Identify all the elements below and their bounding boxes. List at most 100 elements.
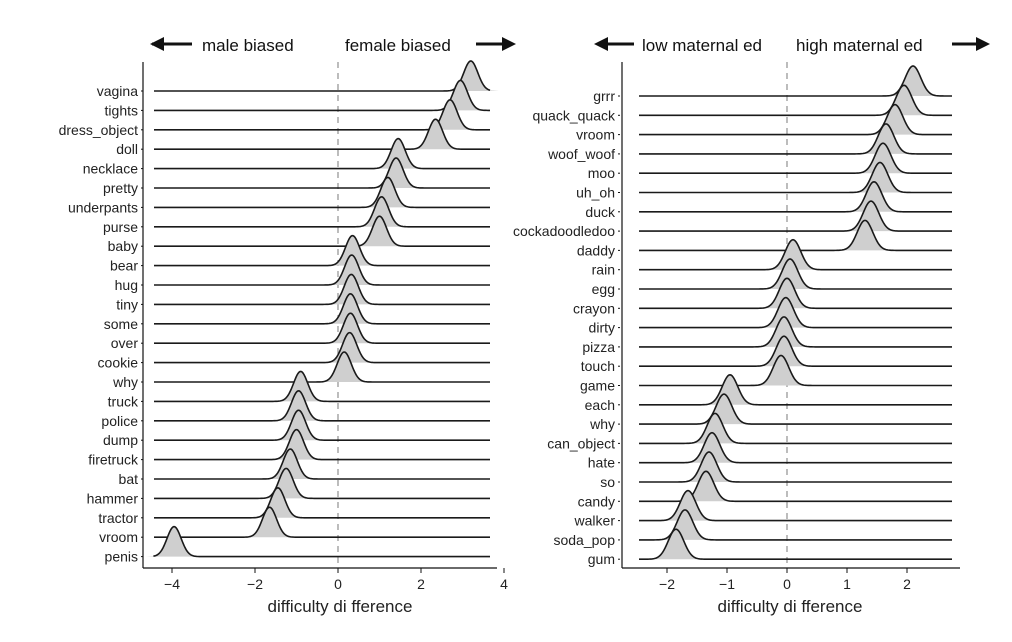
density-fill	[677, 452, 741, 482]
density-line	[154, 254, 490, 286]
ridge-vroom	[154, 506, 490, 538]
x-tick-label: −1	[719, 576, 735, 592]
x-tick-label: −2	[659, 576, 675, 592]
ridge-firetruck	[154, 428, 490, 461]
density-line	[153, 525, 490, 558]
density-fill	[268, 429, 325, 460]
ridge-necklace	[154, 137, 490, 170]
density-line	[154, 196, 490, 228]
density-fill	[321, 332, 378, 363]
y-tick-label: over	[111, 335, 139, 351]
y-tick-label: baby	[108, 238, 138, 254]
density-line	[639, 161, 952, 194]
y-tick-label: tights	[105, 102, 138, 118]
ridge-game	[639, 354, 952, 387]
y-tick-label: underpants	[68, 199, 138, 215]
density-line	[154, 60, 491, 92]
density-line	[639, 103, 952, 136]
density-fill	[324, 235, 381, 266]
y-tick-label: firetruck	[88, 452, 139, 468]
density-line	[639, 489, 952, 522]
y-tick-label: vroom	[99, 529, 138, 545]
y-tick-label: duck	[585, 204, 616, 220]
y-tick-label: hug	[115, 277, 138, 293]
y-tick-label: dress_object	[59, 122, 138, 138]
density-fill	[680, 432, 744, 463]
ridge-truck	[154, 370, 490, 403]
y-tick-label: touch	[581, 358, 615, 374]
ridge-egg	[639, 258, 952, 290]
y-tick-label: vroom	[576, 127, 615, 143]
y-tick-label: soda_pop	[553, 532, 615, 548]
x-tick-label: 1	[843, 576, 851, 592]
density-line	[154, 273, 490, 306]
ridge-rain	[639, 238, 952, 271]
x-tick-label: 2	[903, 576, 911, 592]
density-line	[154, 293, 490, 325]
ridge-cookie	[154, 331, 490, 364]
panel-maternal-ed: low maternal ed high maternal ed grrr qua…	[513, 36, 990, 616]
ridge-hammer	[154, 467, 490, 500]
x-tick-label: 0	[783, 576, 791, 592]
y-tick-label: dirty	[589, 320, 615, 336]
ridge-why	[154, 351, 490, 383]
y-tick-label: hammer	[87, 490, 139, 506]
density-line	[154, 351, 490, 383]
y-tick-label: candy	[578, 493, 615, 509]
y-tick-label: can_object	[547, 435, 615, 451]
y-tick-label: hate	[588, 455, 615, 471]
density-fill	[351, 216, 408, 247]
y-tick-label: dump	[103, 432, 138, 448]
x-axis-title: difficulty di fference	[718, 597, 863, 616]
ridge-baby	[154, 215, 490, 247]
ridge-touch	[639, 335, 952, 367]
ridge-moo	[639, 142, 952, 174]
density-fill	[322, 293, 379, 324]
x-tick-label: 0	[334, 576, 342, 592]
y-tick-label: penis	[105, 549, 138, 565]
y-tick-label: pretty	[103, 180, 138, 196]
density-fill	[316, 352, 373, 382]
density-fill	[432, 80, 489, 111]
density-fill	[442, 61, 499, 91]
density-line	[154, 370, 490, 403]
density-line	[639, 354, 952, 387]
ridge-why	[639, 393, 952, 425]
ridge-purse	[154, 196, 490, 228]
density-fill	[698, 374, 762, 405]
x-tick-label: −2	[247, 576, 263, 592]
ridge-gum	[639, 528, 952, 560]
density-fill	[272, 371, 329, 402]
density-fill	[359, 177, 416, 208]
density-line	[639, 412, 952, 445]
ridge-doll	[154, 118, 490, 150]
left-arrow-icon	[150, 37, 192, 51]
x-tick-label: −4	[164, 576, 180, 592]
density-fill	[270, 410, 327, 441]
density-line	[154, 137, 490, 170]
density-fill	[262, 449, 319, 479]
ridge-dump	[154, 409, 490, 441]
y-tick-label: each	[585, 397, 615, 413]
density-fill	[752, 316, 816, 347]
density-line	[639, 393, 952, 425]
ridge-tiny	[154, 273, 490, 306]
y-tick-label: uh_oh	[576, 185, 615, 201]
ridge-pizza	[639, 316, 952, 348]
ridge-police	[154, 390, 490, 422]
ridge-each	[639, 373, 952, 406]
ridge-quack_quack	[639, 84, 952, 117]
density-line	[154, 390, 490, 422]
density-fill	[653, 509, 717, 540]
density-line	[639, 296, 952, 329]
direction-right-label: female biased	[345, 36, 451, 55]
y-tick-label: why	[589, 416, 615, 432]
y-tick-label: truck	[108, 393, 139, 409]
left-arrow-icon	[594, 37, 634, 51]
density-line	[154, 331, 490, 364]
density-line	[639, 373, 952, 406]
ridge-cockadoodledoo	[639, 200, 952, 232]
density-line	[154, 79, 491, 112]
density-fill	[322, 313, 379, 344]
